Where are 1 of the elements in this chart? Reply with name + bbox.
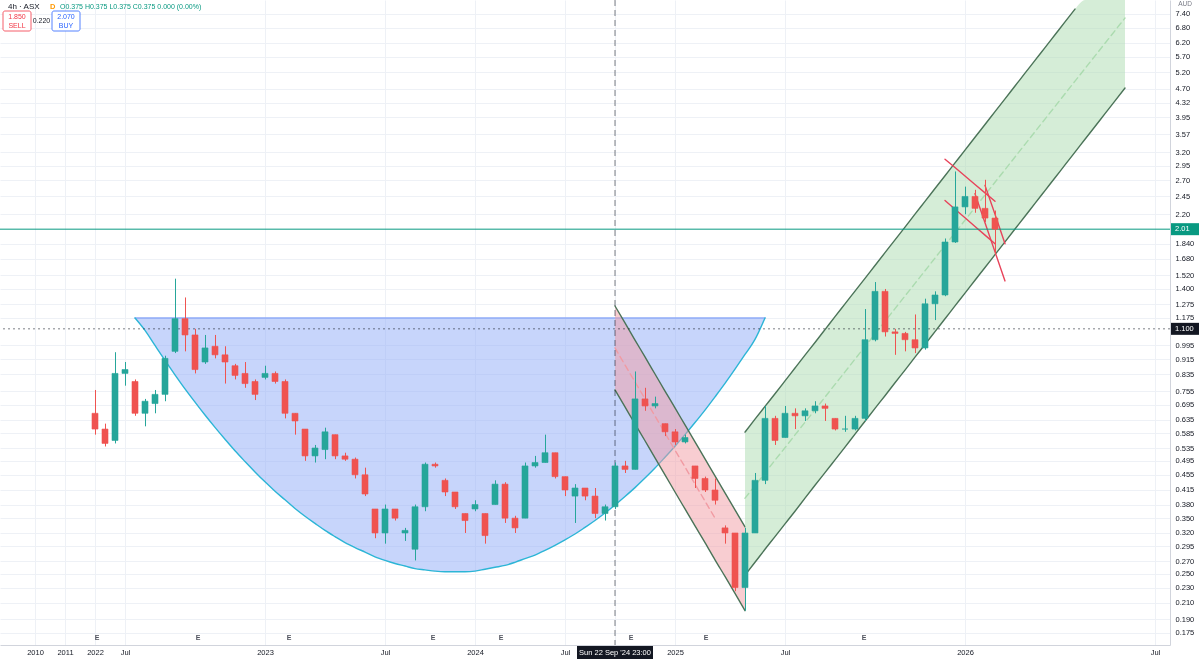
chart-title: 4h · ASX xyxy=(8,2,41,11)
